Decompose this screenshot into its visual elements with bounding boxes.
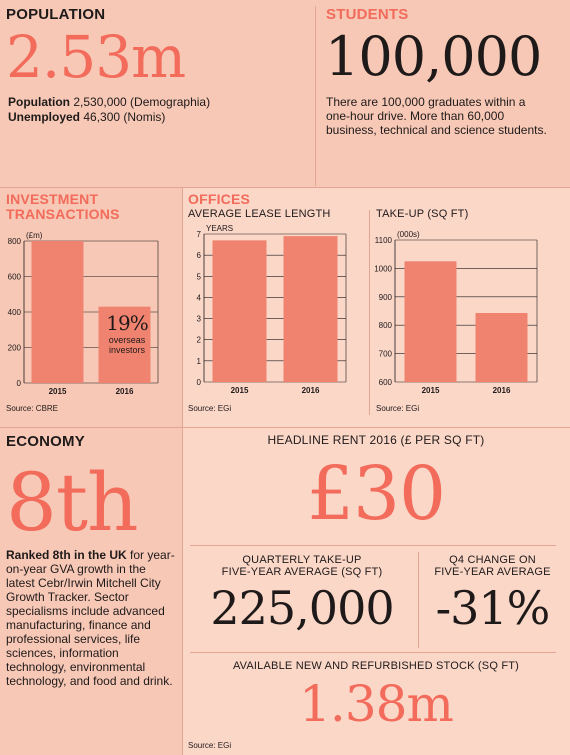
y-tick-label: 6 — [197, 251, 202, 260]
y-tick-label: 900 — [379, 293, 393, 302]
economy-text: Ranked 8th in the UK for year-on-year GV… — [6, 548, 176, 688]
students-figure: 100,000 — [325, 25, 542, 88]
rent-heading: HEADLINE RENT 2016 (£ PER SQ FT) — [267, 433, 485, 447]
y-tick-label: 3 — [197, 315, 202, 324]
y-unit-label: YEARS — [206, 224, 233, 233]
population-figure: 2.53m — [6, 23, 186, 91]
x-tick-label: 2016 — [493, 386, 511, 395]
divider — [190, 545, 556, 546]
q4-heading-line1: Q4 CHANGE ON — [449, 554, 536, 566]
stock-figure: 1.38m — [299, 675, 454, 733]
investment-heading: INVESTMENT TRANSACTIONS — [6, 192, 120, 222]
stock-heading: AVAILABLE NEW AND REFURBISHED STOCK (SQ … — [232, 660, 520, 672]
y-unit-label: (000s) — [397, 230, 420, 239]
quarterly-heading-line1: QUARTERLY TAKE-UP — [242, 554, 362, 566]
y-tick-label: 600 — [379, 378, 393, 387]
investment-annotation-figure: 19% — [106, 311, 148, 335]
x-tick-label: 2015 — [49, 387, 67, 396]
bar-2015 — [31, 241, 84, 383]
divider — [190, 652, 556, 653]
x-tick-label: 2016 — [116, 387, 134, 396]
takeup-chart: (000s) 600 700 800 900 1000 1100 2015 2016 — [374, 230, 538, 395]
lease-chart: YEARS 0 1 2 3 4 5 6 7 2015 2016 — [197, 224, 347, 395]
bar-2015 — [404, 261, 457, 382]
investment-annotation: 19% overseas investors — [102, 312, 152, 355]
investment-heading-line1: INVESTMENT — [6, 191, 99, 207]
y-tick-label: 4 — [197, 293, 202, 302]
lease-heading: AVERAGE LEASE LENGTH — [188, 208, 331, 220]
y-tick-label: 2 — [197, 336, 202, 345]
property-panel — [182, 427, 570, 755]
y-tick-label: 800 — [8, 237, 22, 246]
y-unit-label: (£m) — [26, 231, 43, 240]
takeup-heading: TAKE-UP (SQ FT) — [376, 208, 469, 220]
q4-figure: -31% — [435, 581, 551, 635]
economy-text-rest: for year-on-year GVA growth in the lates… — [6, 548, 175, 688]
investment-heading-line2: TRANSACTIONS — [6, 206, 120, 222]
bar-2016 — [475, 312, 528, 382]
economy-text-bold: Ranked 8th in the UK — [6, 548, 127, 562]
unemployed-label: Unemployed — [8, 110, 81, 124]
y-tick-label: 400 — [8, 308, 22, 317]
divider — [0, 427, 570, 428]
investment-source: Source: CBRE — [6, 404, 59, 413]
bar-2016 — [98, 306, 151, 383]
y-tick-label: 0 — [197, 378, 202, 387]
y-tick-label: 600 — [8, 273, 22, 282]
economy-heading: ECONOMY — [6, 433, 85, 450]
y-tick-label: 200 — [8, 344, 22, 353]
offices-heading: OFFICES — [188, 191, 251, 207]
quarterly-heading: QUARTERLY TAKE-UP FIVE-YEAR AVERAGE (SQ … — [190, 554, 414, 578]
divider — [182, 427, 183, 755]
y-tick-label: 1000 — [374, 264, 392, 273]
y-tick-label: 1 — [197, 357, 202, 366]
population-label: Population — [8, 95, 70, 109]
divider — [315, 6, 316, 186]
takeup-source: Source: EGi — [376, 404, 420, 413]
population-line: Population 2,530,000 (Demographia) — [8, 95, 210, 109]
x-tick-label: 2015 — [422, 386, 440, 395]
divider — [182, 187, 183, 427]
bar-2015 — [212, 240, 267, 382]
bar-2016 — [283, 236, 338, 382]
students-text: There are 100,000 graduates within a one… — [326, 95, 547, 137]
investment-chart: (£m) 0 200 400 600 800 2015 2016 — [8, 231, 159, 396]
investment-annotation-line2: investors — [108, 345, 145, 355]
y-tick-label: 1100 — [375, 236, 393, 245]
y-tick-label: 7 — [197, 230, 202, 239]
population-value: 2,530,000 (Demographia) — [70, 95, 211, 109]
divider — [418, 552, 419, 648]
divider — [369, 210, 370, 415]
y-tick-label: 700 — [379, 350, 393, 359]
x-tick-label: 2016 — [302, 386, 320, 395]
x-tick-label: 2015 — [231, 386, 249, 395]
q4-heading: Q4 CHANGE ON FIVE-YEAR AVERAGE — [420, 554, 565, 578]
stock-source: Source: EGi — [188, 741, 232, 750]
quarterly-figure: 225,000 — [210, 581, 394, 635]
y-tick-label: 0 — [17, 379, 22, 388]
y-tick-label: 5 — [197, 272, 202, 281]
divider — [0, 187, 570, 188]
students-heading: STUDENTS — [326, 6, 409, 23]
unemployed-line: Unemployed 46,300 (Nomis) — [8, 110, 165, 124]
q4-heading-line2: FIVE-YEAR AVERAGE — [434, 566, 551, 578]
economy-figure: 8th — [6, 456, 139, 549]
y-tick-label: 800 — [379, 321, 393, 330]
population-heading: POPULATION — [6, 6, 106, 23]
lease-source: Source: EGi — [188, 404, 232, 413]
investment-annotation-line1: overseas — [108, 335, 146, 345]
unemployed-value: 46,300 (Nomis) — [80, 110, 166, 124]
rent-figure: £30 — [306, 451, 446, 537]
quarterly-heading-line2: FIVE-YEAR AVERAGE (SQ FT) — [221, 566, 383, 578]
